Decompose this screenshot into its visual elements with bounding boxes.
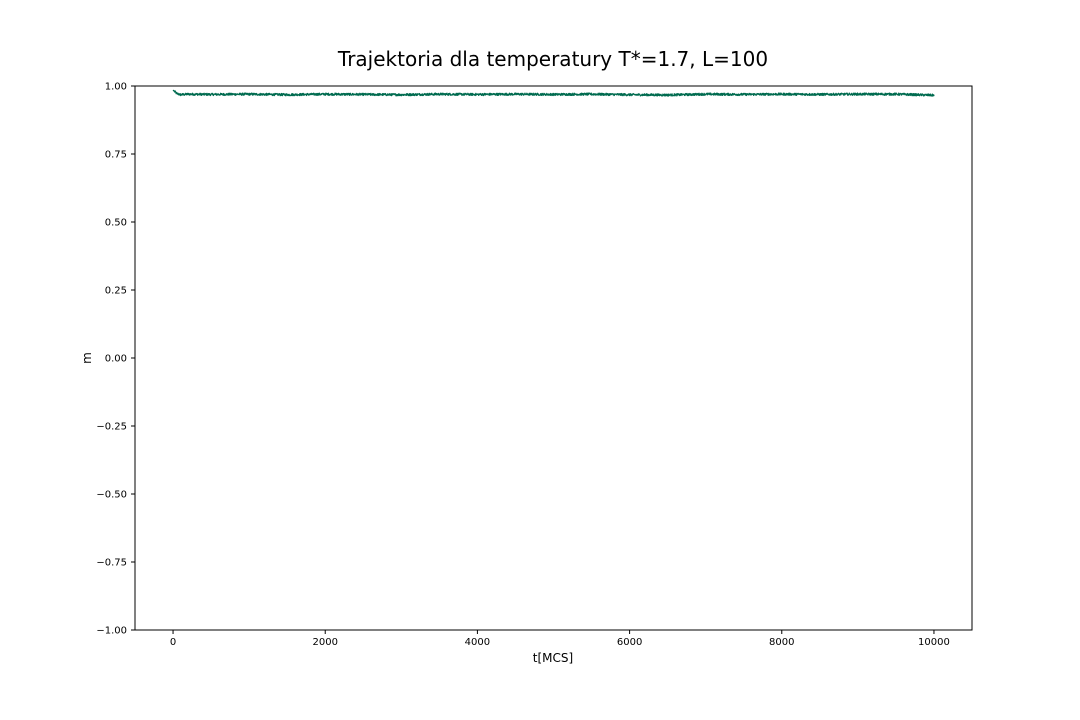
y-axis-label: m	[80, 352, 94, 364]
x-tick-label: 10000	[918, 637, 950, 648]
x-tick-label: 6000	[617, 637, 642, 648]
y-tick-label: −0.25	[96, 422, 127, 433]
x-tick-label: 4000	[465, 637, 490, 648]
x-tick-label: 2000	[313, 637, 338, 648]
y-tick-label: −0.50	[96, 490, 127, 501]
plot-frame	[134, 85, 973, 631]
y-tick-label: 0.75	[105, 150, 127, 161]
y-tick-label: 0.00	[105, 354, 127, 365]
x-axis: 0 2000 4000 6000 8000 10000	[170, 630, 950, 648]
series-layer	[172, 89, 935, 97]
chart-title: Trajektoria dla temperatury T*=1.7, L=10…	[337, 47, 768, 71]
y-tick-label: 0.25	[105, 286, 127, 297]
x-axis-label: t[MCS]	[533, 651, 573, 665]
y-axis: −1.00 −0.75 −0.50 −0.25 0.00 0.25 0.50 0.75 1.00	[96, 82, 135, 637]
y-tick-label: −0.75	[96, 558, 127, 569]
y-tick-label: 0.50	[105, 218, 127, 229]
x-tick-label: 0	[170, 637, 176, 648]
series-line	[172, 89, 935, 97]
plot-area	[134, 85, 973, 631]
y-tick-label: 1.00	[105, 82, 127, 93]
x-tick-label: 8000	[769, 637, 794, 648]
y-tick-label: −1.00	[96, 626, 127, 637]
